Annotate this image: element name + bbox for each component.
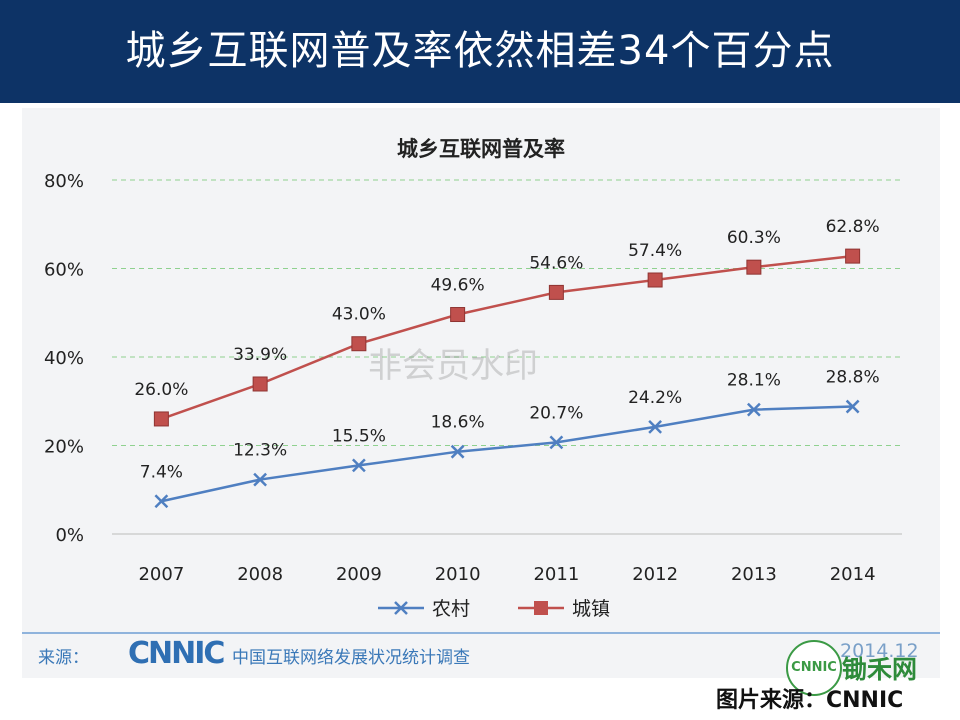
x-tick-label: 2013: [731, 564, 777, 585]
data-label: 18.6%: [431, 413, 485, 433]
x-tick-label: 2010: [435, 564, 481, 585]
x-tick-label: 2011: [533, 564, 579, 585]
source-label: 来源：: [38, 648, 89, 668]
data-label: 49.6%: [431, 276, 485, 296]
data-label: 28.8%: [826, 368, 880, 388]
x-tick-label: 2009: [336, 564, 382, 585]
data-label: 54.6%: [529, 253, 583, 273]
data-point-rural: [746, 402, 761, 417]
data-point-rural: [549, 435, 564, 450]
data-label: 7.4%: [140, 462, 183, 482]
legend-marker-square: [534, 601, 548, 615]
title-bar: [0, 0, 960, 103]
data-point-urban: [647, 272, 663, 288]
legend-entry: 农村: [432, 598, 470, 620]
cnnic-logo: CNNIC: [128, 636, 225, 671]
data-label: 57.4%: [628, 241, 682, 261]
data-point-urban: [845, 248, 861, 264]
data-point-urban: [746, 259, 762, 275]
chart-title: 城乡互联网普及率: [397, 137, 565, 161]
legend-marker-x: [394, 601, 408, 615]
series-line-urban: [160, 254, 853, 421]
data-label: 62.8%: [826, 217, 880, 237]
site-logo-icon: CNNIC: [786, 640, 842, 696]
slide-title: 城乡互联网普及率依然相差34个百分点: [125, 28, 835, 74]
x-tick-label: 2008: [237, 564, 283, 585]
site-name: 锄禾网: [842, 655, 918, 684]
y-tick-label: 80%: [44, 171, 84, 192]
chart-panel: 城乡互联网普及率 0% 20% 40% 60% 80% 2007 2008 2009 2010 20…: [22, 108, 940, 678]
data-label: 24.2%: [628, 388, 682, 408]
legend-entry: 城镇: [572, 598, 610, 620]
data-label: 20.7%: [529, 403, 583, 423]
source-date: 2014.12: [840, 640, 919, 662]
series-line-rural: [161, 405, 853, 503]
image-credit: 图片来源：CNNIC: [716, 688, 904, 713]
data-label: 33.9%: [233, 345, 287, 365]
line-chart: 城乡互联网普及率 0% 20% 40% 60% 80% 2007 2008 2009 2010 20…: [44, 137, 902, 620]
data-point-rural: [154, 494, 169, 509]
data-point-urban: [548, 284, 564, 300]
data-label: 15.5%: [332, 426, 386, 446]
data-point-rural: [648, 420, 663, 434]
data-label: 60.3%: [727, 228, 781, 248]
data-label: 28.1%: [727, 371, 781, 391]
x-tick-label: 2007: [138, 564, 184, 585]
data-point-rural: [450, 444, 465, 459]
data-point-rural: [351, 458, 366, 473]
data-point-rural: [253, 472, 268, 487]
y-tick-label: 20%: [44, 437, 84, 458]
data-label: 43.0%: [332, 305, 386, 325]
y-tick-label: 0%: [55, 525, 84, 546]
y-tick-label: 60%: [44, 260, 84, 281]
data-point-urban: [153, 411, 169, 427]
source-bar: 来源： CNNIC 中国互联网络发展状况统计调查 2014.12: [22, 632, 940, 676]
data-label: 26.0%: [134, 380, 188, 400]
data-point-urban: [351, 336, 367, 352]
x-tick-label: 2012: [632, 564, 678, 585]
data-point-rural: [845, 399, 860, 414]
data-label: 12.3%: [233, 441, 287, 461]
source-divider: [22, 632, 940, 634]
y-tick-label: 40%: [44, 348, 84, 369]
x-tick-label: 2014: [830, 564, 876, 585]
watermark-text: 非会员水印: [368, 346, 538, 386]
source-description: 中国互联网络发展状况统计调查: [232, 648, 470, 668]
data-point-urban: [252, 376, 268, 392]
data-point-urban: [450, 307, 466, 323]
